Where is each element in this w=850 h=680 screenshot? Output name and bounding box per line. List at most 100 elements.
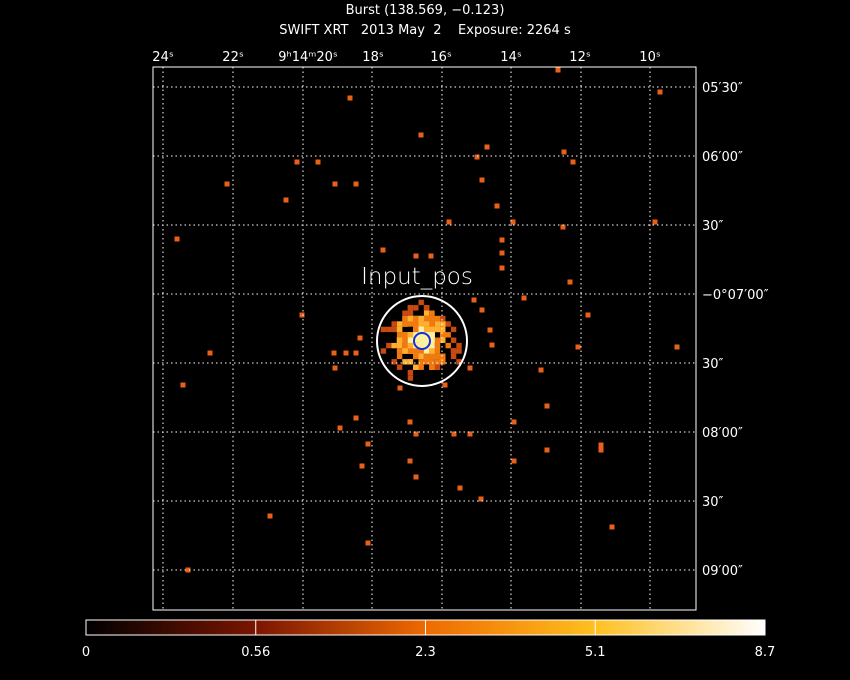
photon <box>423 305 430 311</box>
photon <box>499 250 505 256</box>
right-tick-label: 05′30″ <box>702 81 743 96</box>
right-tick-label: 09′00″ <box>702 564 743 579</box>
annotation: Input_pos <box>361 264 473 290</box>
photon <box>440 315 446 322</box>
photon <box>357 335 363 341</box>
colorbar-label: 2.3 <box>415 645 436 660</box>
photon <box>478 496 484 502</box>
photon <box>413 326 419 333</box>
photon <box>434 326 441 333</box>
photon <box>457 485 463 491</box>
photon <box>429 332 435 338</box>
photon <box>487 327 493 333</box>
photon <box>418 321 424 327</box>
photon <box>402 359 408 365</box>
photon <box>598 442 604 448</box>
photon <box>407 315 414 322</box>
photon <box>544 447 550 453</box>
photon <box>331 350 337 356</box>
photon <box>511 458 517 464</box>
subtitle: SWIFT XRT 2013 May 2 Exposure: 2264 s <box>279 23 571 38</box>
photon <box>423 342 430 349</box>
coordinate-grid: 24ˢ 22ˢ 9ʰ14ᵐ20ˢ 18ˢ 16ˢ 14ˢ 12ˢ 10ˢ 05′30″ 06′00… <box>152 50 769 610</box>
photon <box>423 321 430 327</box>
right-tick-label: 30″ <box>702 495 724 510</box>
photon <box>585 312 591 318</box>
photon <box>380 326 387 333</box>
photon <box>450 337 457 343</box>
photon <box>418 132 424 138</box>
photon <box>418 348 424 354</box>
photon <box>396 353 403 360</box>
photon <box>456 359 462 365</box>
photon <box>391 326 397 333</box>
photon <box>423 310 430 316</box>
photon <box>440 326 446 333</box>
top-tick-label: 10ˢ <box>639 50 661 65</box>
photon <box>207 350 213 356</box>
photon <box>434 348 441 354</box>
photon <box>407 369 414 376</box>
photon <box>283 197 289 203</box>
position-marker <box>413 332 431 350</box>
photon <box>511 419 517 425</box>
photon <box>343 350 349 356</box>
top-tick-label: 12ˢ <box>569 50 591 65</box>
top-tick-label: 9ʰ14ᵐ20ˢ <box>278 50 338 65</box>
photon <box>434 315 441 322</box>
photon <box>413 305 419 311</box>
photon <box>407 458 413 464</box>
photon <box>471 297 477 303</box>
photon <box>499 237 505 243</box>
photon <box>434 337 441 343</box>
photon <box>434 359 441 365</box>
photon <box>413 321 419 327</box>
right-tick-label: −0°07′00″ <box>702 288 769 303</box>
photon <box>353 350 359 356</box>
photon <box>445 332 451 338</box>
photon <box>423 315 430 322</box>
colorbar-label: 8.7 <box>755 645 776 660</box>
top-tick-label: 22ˢ <box>222 50 244 65</box>
photon <box>440 353 446 360</box>
photon <box>440 359 446 365</box>
colorbar-label: 0 <box>82 645 90 660</box>
photon <box>423 359 430 365</box>
photon <box>407 419 413 425</box>
photon <box>396 332 403 338</box>
photon <box>423 353 430 360</box>
photon <box>413 315 419 322</box>
right-tick-label: 08′00″ <box>702 426 743 441</box>
photon <box>396 326 403 333</box>
photon <box>434 364 441 370</box>
photon <box>402 342 408 349</box>
photon <box>397 385 403 391</box>
photon <box>428 253 434 259</box>
photon <box>402 321 408 327</box>
right-tick-label: 30″ <box>702 357 724 372</box>
photon <box>429 315 435 322</box>
photon <box>474 154 480 160</box>
photon <box>391 342 397 349</box>
photon <box>423 326 430 333</box>
photon <box>429 337 435 343</box>
photon <box>407 332 414 338</box>
photon <box>413 431 419 437</box>
photon <box>402 310 408 316</box>
photon <box>434 321 441 327</box>
photon <box>467 365 473 371</box>
photon <box>418 332 424 338</box>
photon <box>429 342 435 349</box>
photon <box>429 326 435 333</box>
photon <box>407 359 414 365</box>
photon <box>353 181 359 187</box>
photon <box>396 348 403 354</box>
photon <box>418 342 424 349</box>
photon <box>429 321 435 327</box>
photon <box>479 307 485 313</box>
photon <box>429 359 435 365</box>
photon <box>429 364 435 370</box>
photon <box>446 219 452 225</box>
